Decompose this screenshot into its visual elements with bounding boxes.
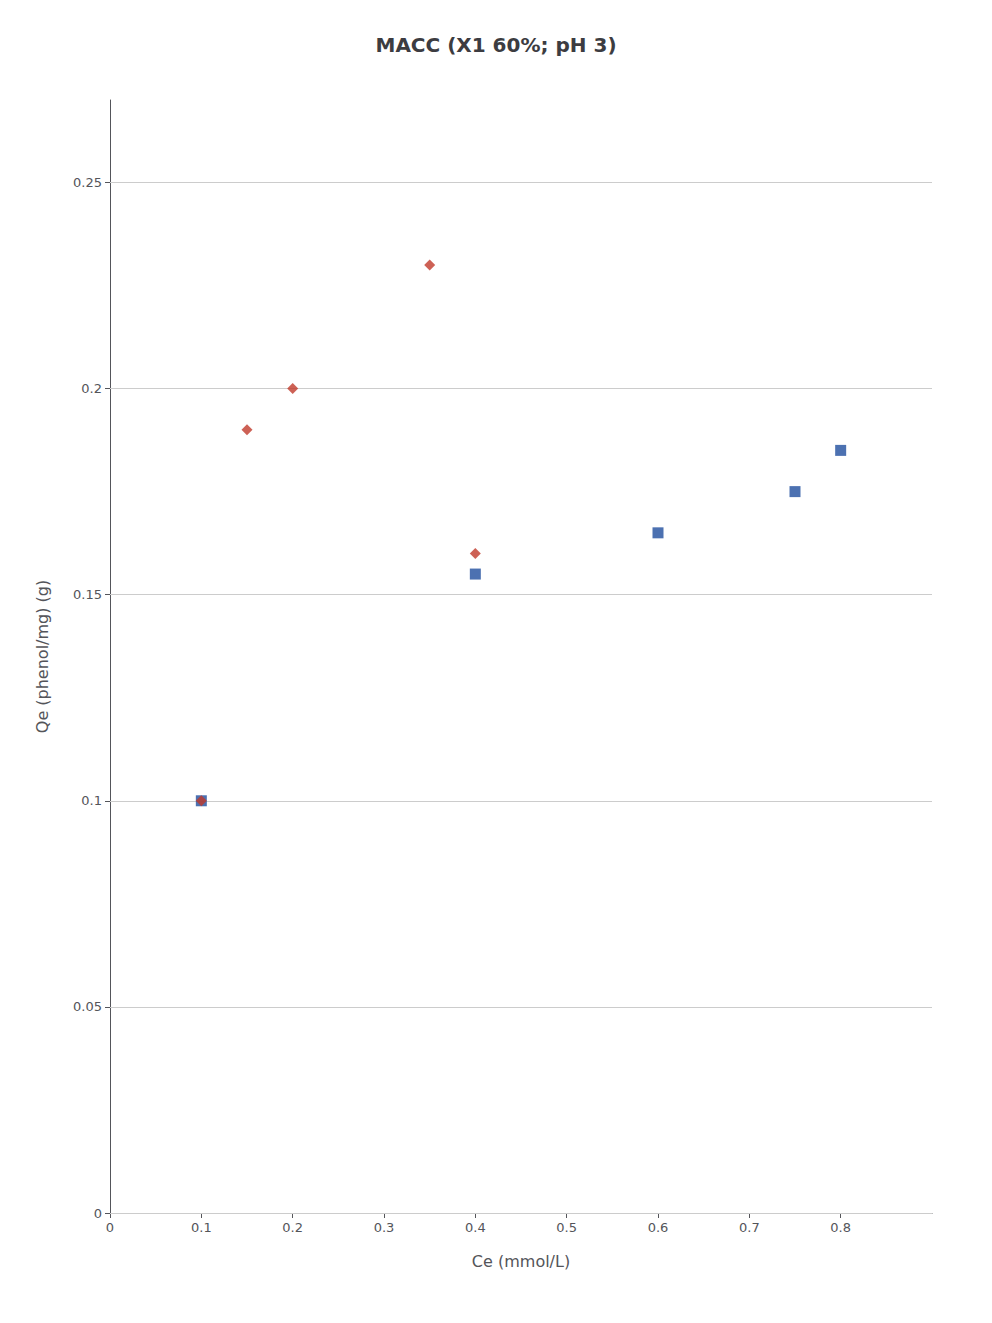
svg-text:0.7: 0.7 bbox=[739, 1220, 760, 1235]
svg-text:0.15: 0.15 bbox=[73, 587, 102, 602]
svg-text:0.25: 0.25 bbox=[73, 175, 102, 190]
svg-text:Ce (mmol/L): Ce (mmol/L) bbox=[472, 1252, 570, 1271]
svg-text:0.5: 0.5 bbox=[556, 1220, 577, 1235]
svg-text:0.2: 0.2 bbox=[282, 1220, 303, 1235]
svg-text:0.05: 0.05 bbox=[73, 999, 102, 1014]
svg-text:0.2: 0.2 bbox=[81, 381, 102, 396]
svg-text:0: 0 bbox=[94, 1206, 102, 1221]
svg-text:0.8: 0.8 bbox=[830, 1220, 851, 1235]
svg-text:0.1: 0.1 bbox=[81, 793, 102, 808]
svg-text:0: 0 bbox=[106, 1220, 114, 1235]
svg-text:Qe (phenol/mg) (g): Qe (phenol/mg) (g) bbox=[33, 580, 52, 733]
svg-text:0.3: 0.3 bbox=[374, 1220, 395, 1235]
svg-text:MACC (X1 60%; pH 3): MACC (X1 60%; pH 3) bbox=[375, 33, 616, 57]
svg-text:0.6: 0.6 bbox=[648, 1220, 669, 1235]
svg-text:0.4: 0.4 bbox=[465, 1220, 486, 1235]
svg-text:0.1: 0.1 bbox=[191, 1220, 212, 1235]
